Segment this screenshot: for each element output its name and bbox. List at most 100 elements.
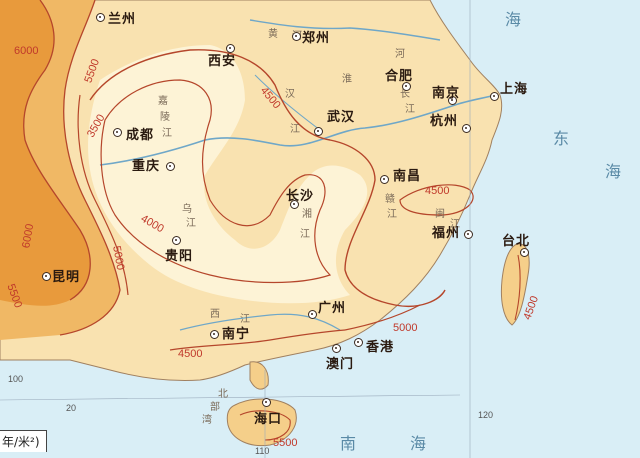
city-marker xyxy=(262,398,271,407)
city-label: 成都 xyxy=(126,128,155,143)
river-label: 湾 xyxy=(202,415,212,426)
isoline-4500-main xyxy=(89,49,446,307)
river-label: 西 xyxy=(210,309,220,320)
river-label: 汉 xyxy=(285,89,295,100)
sea-label-hai-2: 海 xyxy=(605,162,624,181)
city-label: 杭州 xyxy=(430,114,459,129)
river-label: 部 xyxy=(210,402,220,413)
river-label: 河 xyxy=(395,49,405,60)
city-label: 香港 xyxy=(366,340,395,355)
latitude-label: 20 xyxy=(66,403,77,413)
city-marker xyxy=(464,230,473,239)
city-marker xyxy=(292,32,301,41)
city-label: 澳门 xyxy=(326,357,355,372)
river-label: 江 xyxy=(240,314,250,325)
city-label: 武汉 xyxy=(327,110,356,125)
longitude-label: 110 xyxy=(255,446,270,456)
river-label: 江 xyxy=(405,104,415,115)
isoline-label: 4500 xyxy=(178,348,203,360)
isoline-label: 4500 xyxy=(425,185,450,197)
city-label: 昆明 xyxy=(52,270,81,285)
city-marker xyxy=(166,162,175,171)
sea-label-nan: 南 xyxy=(340,434,359,453)
zone-basin xyxy=(88,45,368,304)
isoline-4000 xyxy=(100,79,332,284)
isoline-label: 6000 xyxy=(14,45,39,57)
river-label: 江 xyxy=(300,229,310,240)
isoline-5000-west xyxy=(77,94,129,296)
city-label: 西安 xyxy=(208,54,237,69)
city-label: 广州 xyxy=(318,301,347,316)
river-label: 黄 xyxy=(268,29,278,40)
city-label: 福州 xyxy=(432,226,461,241)
river-label: 陵 xyxy=(160,112,170,123)
river-label: 嘉 xyxy=(158,96,168,107)
city-marker xyxy=(448,96,457,105)
city-marker xyxy=(354,338,363,347)
city-marker xyxy=(314,127,323,136)
city-label: 合肥 xyxy=(385,69,414,84)
sea-label-hai-3: 海 xyxy=(410,434,429,453)
yangtze-river xyxy=(99,94,496,166)
river-label: 江 xyxy=(162,128,172,139)
river-label: 湘 xyxy=(302,209,312,220)
longitude-label: 100 xyxy=(8,374,24,384)
land-leizhou xyxy=(249,361,269,390)
city-label: 上海 xyxy=(500,82,529,97)
city-marker xyxy=(42,272,51,281)
river-label: 乌 xyxy=(182,204,192,215)
city-marker xyxy=(402,82,411,91)
isoline-4500-south xyxy=(169,329,346,351)
city-label: 郑州 xyxy=(302,31,331,46)
river-label: 江 xyxy=(186,218,196,229)
city-marker xyxy=(210,330,219,339)
isoline-5500-west xyxy=(59,0,121,336)
zone-west-6000 xyxy=(0,0,91,306)
city-label: 南昌 xyxy=(393,169,422,184)
city-marker xyxy=(490,92,499,101)
isoline-label: 5500 xyxy=(273,437,298,449)
city-label: 贵阳 xyxy=(165,249,194,264)
city-label: 重庆 xyxy=(132,159,161,174)
land-hainan xyxy=(226,398,297,447)
city-label: 海口 xyxy=(254,412,283,427)
city-marker xyxy=(113,128,122,137)
han-river xyxy=(254,74,321,131)
city-marker xyxy=(462,124,471,133)
city-marker xyxy=(290,200,299,209)
city-label: 南宁 xyxy=(222,327,251,342)
river-label: 江 xyxy=(450,219,460,230)
river-label: 北 xyxy=(218,389,228,400)
city-label: 兰州 xyxy=(108,12,137,27)
city-label: 长沙 xyxy=(286,189,315,204)
isoline-5500-hainan xyxy=(239,410,291,441)
city-label: 台北 xyxy=(502,234,531,249)
river-label: 赣 xyxy=(385,194,395,205)
sea-label-hai-1: 海 xyxy=(505,10,524,29)
isoline-5000-south xyxy=(344,304,421,331)
city-marker xyxy=(332,344,341,353)
isoline-6000-west xyxy=(23,0,91,301)
river-label: 闽 xyxy=(435,209,445,220)
longitude-label: 120 xyxy=(478,410,494,420)
yellow-river xyxy=(249,19,441,41)
city-marker xyxy=(172,236,181,245)
isoline-4500-taiwan xyxy=(514,254,521,321)
pearl-river xyxy=(179,313,341,331)
river-label: 淮 xyxy=(342,74,352,85)
latitude-line-20 xyxy=(0,394,461,401)
city-marker xyxy=(380,175,389,184)
river-label: 江 xyxy=(290,124,300,135)
river-label: 长 xyxy=(400,89,410,100)
land-taiwan xyxy=(500,243,530,326)
city-marker xyxy=(520,248,529,257)
isoline-label: 5000 xyxy=(393,322,418,334)
legend-unit: 年/米²) xyxy=(0,430,47,452)
city-label: 南京 xyxy=(432,86,461,101)
river-label: 江 xyxy=(387,209,397,220)
city-marker xyxy=(96,13,105,22)
city-marker xyxy=(226,44,235,53)
city-marker xyxy=(308,310,317,319)
